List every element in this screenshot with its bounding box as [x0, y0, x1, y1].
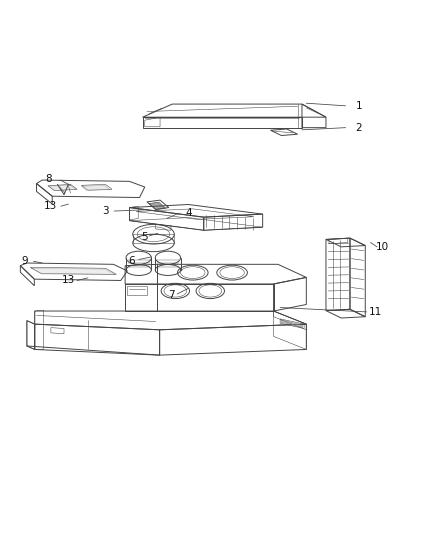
Text: 10: 10: [376, 242, 389, 252]
Text: 4: 4: [185, 208, 192, 218]
Polygon shape: [81, 185, 110, 190]
Polygon shape: [281, 320, 303, 328]
Text: 8: 8: [46, 174, 52, 184]
Text: 7: 7: [168, 290, 174, 300]
Text: 9: 9: [21, 256, 28, 266]
Text: 11: 11: [369, 307, 382, 317]
Text: 5: 5: [141, 232, 148, 242]
Polygon shape: [49, 185, 76, 190]
Text: 1: 1: [355, 101, 362, 111]
Text: 13: 13: [62, 276, 75, 286]
Text: 3: 3: [102, 206, 109, 216]
Text: 13: 13: [44, 201, 57, 211]
Text: 2: 2: [355, 123, 362, 133]
Text: 6: 6: [128, 256, 135, 266]
Polygon shape: [149, 203, 164, 209]
Polygon shape: [31, 268, 115, 275]
